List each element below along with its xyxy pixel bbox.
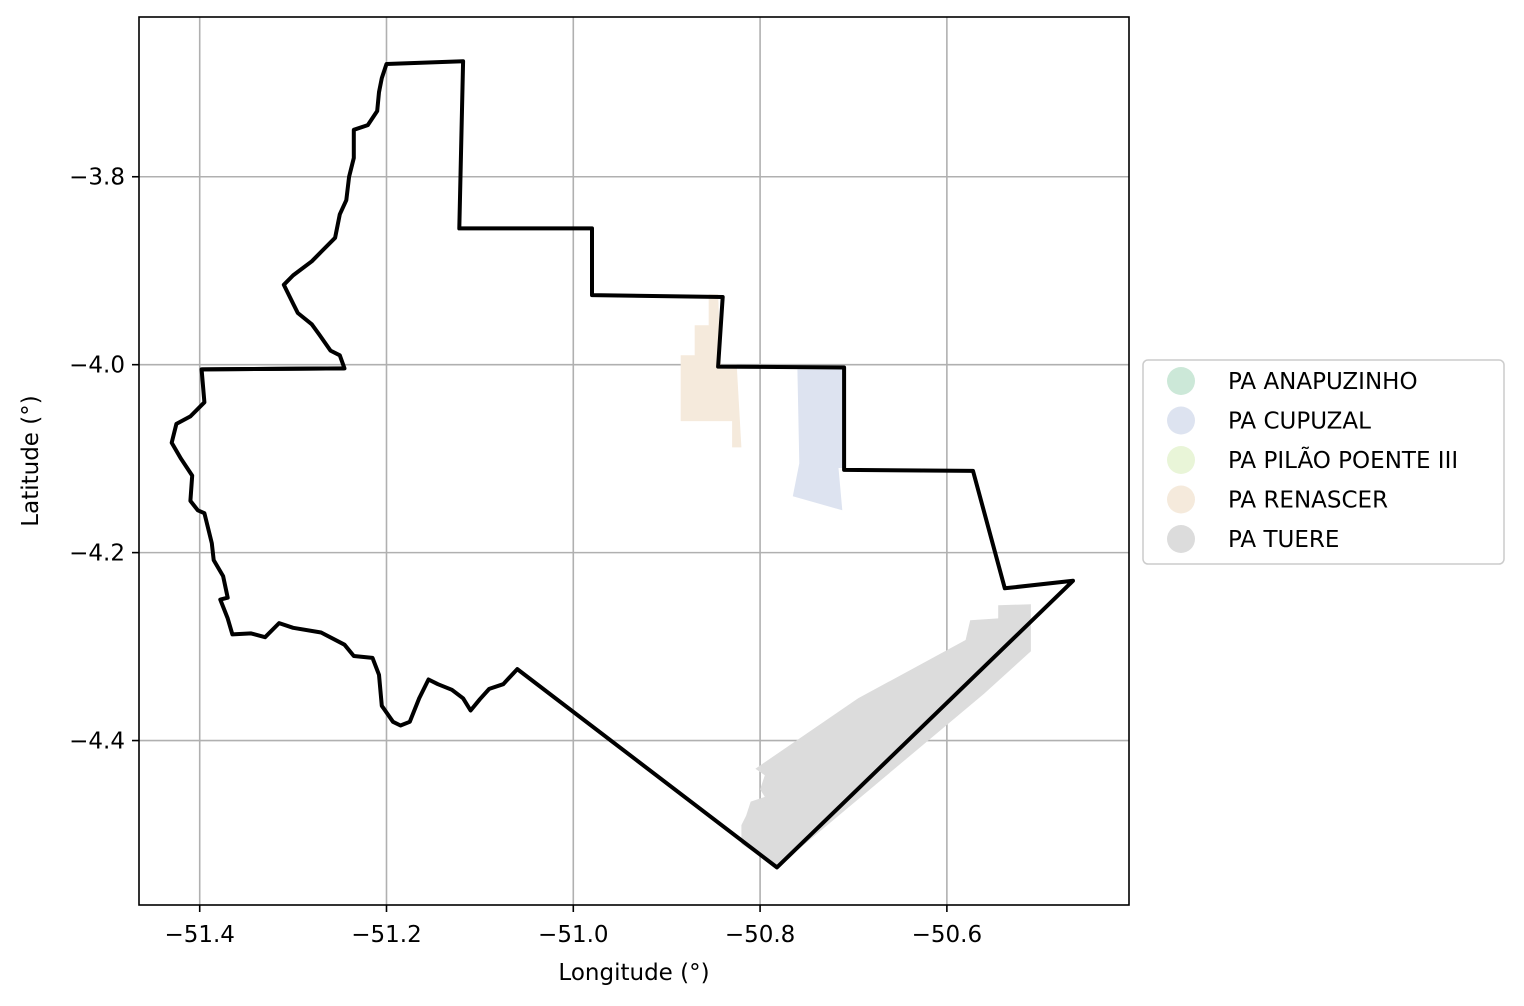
y-tick-label-2: −4.2: [69, 541, 125, 567]
y-axis-ticks: −3.8 −4.0 −4.2 −4.4: [69, 165, 139, 755]
region-pa-cupuzal: [792, 369, 845, 511]
legend-marker-3: [1167, 485, 1195, 514]
x-tick-label-4: −50.6: [912, 922, 982, 948]
x-tick-label-2: −51.0: [538, 922, 608, 948]
region-pa-tuere: [741, 604, 1031, 868]
grid-lines: [139, 17, 1129, 905]
plot-area-frame: [138, 16, 1130, 906]
legend-label-4: PA TUERE: [1228, 527, 1339, 553]
y-axis-label: Latitude (°): [18, 395, 44, 526]
legend-frame: [1142, 359, 1505, 565]
x-tick-label-3: −50.8: [725, 922, 795, 948]
legend-label-2: PA PILÃO POENTE III: [1228, 446, 1458, 474]
y-tick-label-1: −4.0: [69, 353, 125, 379]
region-layer: [680, 294, 1031, 868]
x-axis-label: Longitude (°): [558, 960, 709, 986]
municipality-boundary: [169, 59, 1075, 870]
legend: PA ANAPUZINHO PA CUPUZAL PA PILÃO POENTE I…: [1142, 359, 1505, 565]
legend-label-0: PA ANAPUZINHO: [1228, 369, 1418, 395]
y-tick-label-3: −4.4: [69, 729, 125, 755]
x-axis-ticks: −51.4 −51.2 −51.0 −50.8 −50.6: [164, 905, 982, 948]
legend-label-3: PA RENASCER: [1228, 488, 1388, 514]
legend-marker-1: [1167, 406, 1195, 435]
x-tick-label-1: −51.2: [351, 922, 421, 948]
x-tick-label-0: −51.4: [164, 922, 234, 948]
region-pa-renascer: [680, 294, 742, 448]
legend-label-1: PA CUPUZAL: [1228, 409, 1371, 435]
legend-marker-4: [1167, 525, 1195, 553]
y-tick-label-0: −3.8: [69, 165, 125, 191]
boundary-inner-line: [201, 366, 345, 372]
legend-marker-0: [1167, 367, 1195, 395]
legend-marker-2: [1167, 446, 1195, 474]
municipality-boundary-layer: [169, 59, 1075, 870]
